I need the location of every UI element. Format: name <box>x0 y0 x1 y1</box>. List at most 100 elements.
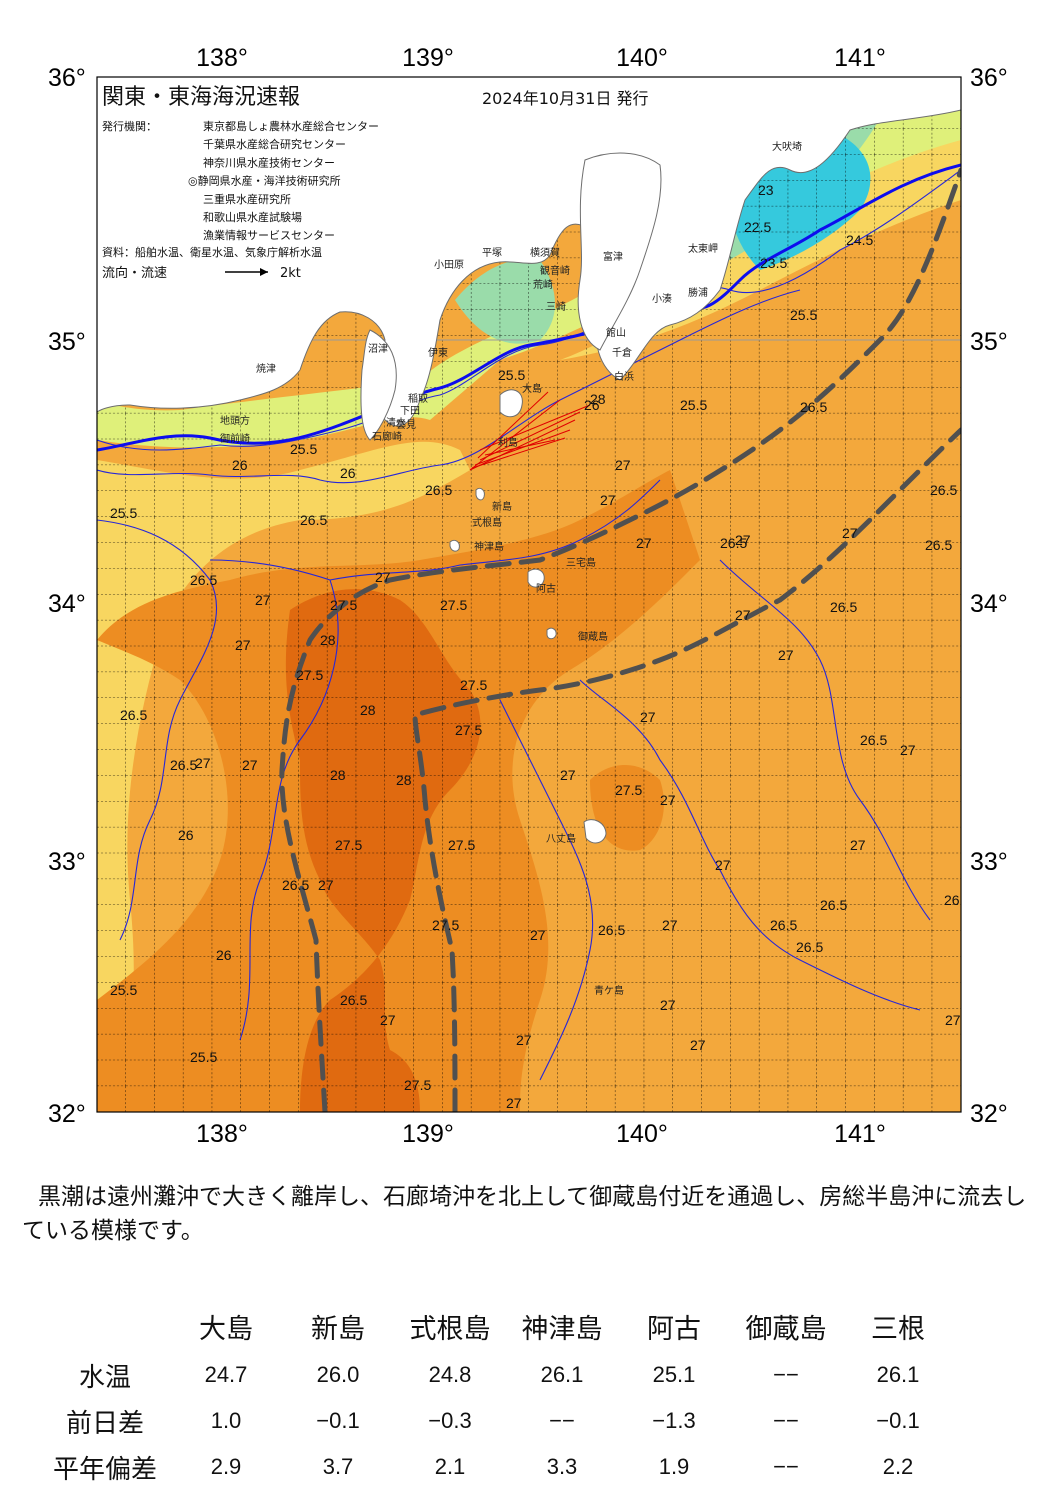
isotherm-label: 27 <box>255 592 271 608</box>
isotherm-label: 27 <box>715 857 731 873</box>
table-column-header: 三根 <box>871 1313 925 1345</box>
longitude-label-bottom: 140° <box>616 1120 668 1148</box>
place-name: 大吠埼 <box>772 140 802 153</box>
legend-label: 流向・流速 <box>102 265 167 281</box>
isotherm-label: 25.5 <box>290 441 317 457</box>
table-cell: −− <box>773 1362 799 1387</box>
place-name: 大島 <box>522 382 542 395</box>
place-name: 横須賀 <box>530 246 560 259</box>
sea-temperature-map: 25.5 25.5 25.5 25.5 25.5 25.5 25.5 26 26 26 26 26 26… <box>48 44 1008 1148</box>
table-row-label: 水温 <box>78 1362 131 1393</box>
isotherm-label: 27 <box>842 525 858 541</box>
current-vector <box>477 391 549 459</box>
isotherm-label: 27 <box>900 742 916 758</box>
isotherm-label: 26.5 <box>930 482 957 498</box>
table-column-header: 阿古 <box>647 1313 701 1345</box>
table-cell: −− <box>773 1454 799 1479</box>
isotherm-label: 26.5 <box>190 572 217 588</box>
current-vector <box>471 437 566 469</box>
longitude-labels-top: 138° 139° 140° 141° <box>196 44 886 72</box>
place-name: 雲見 <box>396 419 416 431</box>
isotherm-label: 25.5 <box>190 1049 217 1065</box>
issuer-name: 神奈川県水産技術センター <box>203 155 335 169</box>
isotherm-label: 27.5 <box>460 677 487 693</box>
longitude-label-top: 140° <box>616 44 668 72</box>
isotherm-label: 28 <box>360 702 376 718</box>
latitude-label-left: 32° <box>48 1100 86 1128</box>
isotherm-26-5 <box>97 519 218 941</box>
isotherm-label: 27 <box>615 457 631 473</box>
table-cell: 2.2 <box>882 1454 914 1479</box>
land-honshu <box>97 77 961 427</box>
table-cell: −0.1 <box>316 1408 360 1433</box>
place-name: 三宅島 <box>566 556 596 569</box>
latitude-label-right: 35° <box>970 328 1008 356</box>
issuer-name: 東京都島しょ農林水産総合センター <box>203 119 379 133</box>
isotherm-26 <box>97 289 801 484</box>
issuer-name: 漁業情報サービスセンター <box>203 228 335 242</box>
place-name: 千倉 <box>612 346 632 359</box>
legend-arrow-head-icon <box>260 268 268 276</box>
place-name: 石廊崎 <box>372 430 402 443</box>
island-mikurajima <box>546 627 557 640</box>
isotherm-label: 25.5 <box>110 982 137 998</box>
isotherm-27-east <box>579 679 921 1011</box>
place-name: 御蔵島 <box>578 630 608 643</box>
isotherm-25-thick <box>97 163 961 452</box>
isotherm-label: 27 <box>195 755 211 771</box>
table-column-header: 大島 <box>199 1313 253 1345</box>
isotherm-label: 26.5 <box>830 599 857 615</box>
current-vectors <box>469 391 591 471</box>
place-name: 焼津 <box>256 363 276 375</box>
isotherm-label: 27.5 <box>440 597 467 613</box>
place-name: 阿古 <box>536 582 556 595</box>
legend-scale: 2kt <box>280 266 301 281</box>
place-name: 下田 <box>400 406 420 417</box>
table-cell: 24.8 <box>428 1362 472 1387</box>
isotherm-label: 27 <box>600 492 616 508</box>
table-cell: 26.1 <box>540 1362 584 1387</box>
table-row: 平年偏差 2.9 3.7 2.1 3.3 1.9 −− 2.2 <box>40 1444 954 1490</box>
isotherm-label: 26.5 <box>860 732 887 748</box>
longitude-label-bottom: 139° <box>402 1120 454 1148</box>
isotherm-label: 27 <box>560 767 576 783</box>
table-cell: 1.9 <box>658 1454 690 1479</box>
table-cell: 3.7 <box>322 1454 354 1479</box>
current-vector <box>469 419 576 471</box>
table-cell: −1.3 <box>652 1408 696 1433</box>
isotherm-label: 27 <box>506 1095 522 1111</box>
land <box>97 77 961 844</box>
island-hachijojima <box>583 819 607 844</box>
place-name: 伊東 <box>428 346 448 359</box>
table-row-label: 平年偏差 <box>52 1454 157 1485</box>
isotherm-label: 27.5 <box>448 837 475 853</box>
latitude-label-left: 35° <box>48 328 86 356</box>
table-cell: 25.1 <box>652 1362 696 1387</box>
isotherm-label: 27.5 <box>335 837 362 853</box>
isotherm-label: 27 <box>636 535 652 551</box>
place-name: 小田原 <box>434 259 464 271</box>
land-boso-peninsula <box>577 152 662 351</box>
isotherm-label: 27 <box>516 1032 532 1048</box>
place-name: 青ケ島 <box>594 984 624 997</box>
isotherm-labels: 25.5 25.5 25.5 25.5 25.5 25.5 25.5 26 26 26 26 26 26… <box>110 182 961 1111</box>
isotherm-label: 27.5 <box>296 667 323 683</box>
longitude-label-top: 139° <box>402 44 454 72</box>
map-header: 関東・東海海況速報 2024年10月31日 発行 発行機関： 東京都島しょ農林水… <box>102 85 649 281</box>
place-name: 荒崎 <box>533 278 553 291</box>
longitude-label-top: 141° <box>834 44 886 72</box>
isotherm-label: 25.5 <box>498 367 525 383</box>
isotherm-label: 25.5 <box>680 397 707 413</box>
isotherm-label: 27.5 <box>615 782 642 798</box>
isotherm-label: 26.5 <box>300 512 327 528</box>
table-cell: −0.1 <box>876 1408 920 1433</box>
isotherm-label: 26 <box>340 465 356 481</box>
data-source: 資料：船舶水温、衛星水温、気象庁解析水温 <box>102 245 322 259</box>
summary-text: 黒潮は遠州灘沖で大きく離岸し、石廊埼沖を北上して御蔵島付近を通過し、房総半島沖に… <box>22 1184 1027 1244</box>
island-kozushima <box>449 539 460 552</box>
isotherm-lines <box>97 169 961 1081</box>
table-column-header: 神津島 <box>521 1313 603 1345</box>
table-cell: 1.0 <box>210 1408 242 1433</box>
place-name: 地頭方 <box>220 414 250 427</box>
island-niijima <box>475 487 485 501</box>
